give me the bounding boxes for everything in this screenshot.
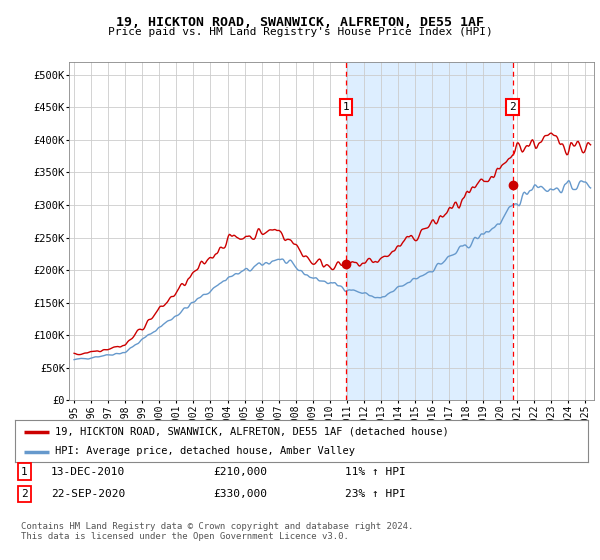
Text: 1: 1 [343,102,349,112]
Text: 19, HICKTON ROAD, SWANWICK, ALFRETON, DE55 1AF (detached house): 19, HICKTON ROAD, SWANWICK, ALFRETON, DE… [55,427,449,437]
Text: 13-DEC-2010: 13-DEC-2010 [51,466,125,477]
Text: 2: 2 [509,102,516,112]
Text: HPI: Average price, detached house, Amber Valley: HPI: Average price, detached house, Ambe… [55,446,355,456]
Text: £210,000: £210,000 [213,466,267,477]
Text: £330,000: £330,000 [213,489,267,499]
Text: 22-SEP-2020: 22-SEP-2020 [51,489,125,499]
Text: 23% ↑ HPI: 23% ↑ HPI [345,489,406,499]
Text: 19, HICKTON ROAD, SWANWICK, ALFRETON, DE55 1AF: 19, HICKTON ROAD, SWANWICK, ALFRETON, DE… [116,16,484,29]
Text: 11% ↑ HPI: 11% ↑ HPI [345,466,406,477]
Text: 2: 2 [21,489,28,499]
Text: 1: 1 [21,466,28,477]
Text: Price paid vs. HM Land Registry's House Price Index (HPI): Price paid vs. HM Land Registry's House … [107,27,493,37]
Text: Contains HM Land Registry data © Crown copyright and database right 2024.
This d: Contains HM Land Registry data © Crown c… [21,522,413,542]
Bar [346,62,512,400]
